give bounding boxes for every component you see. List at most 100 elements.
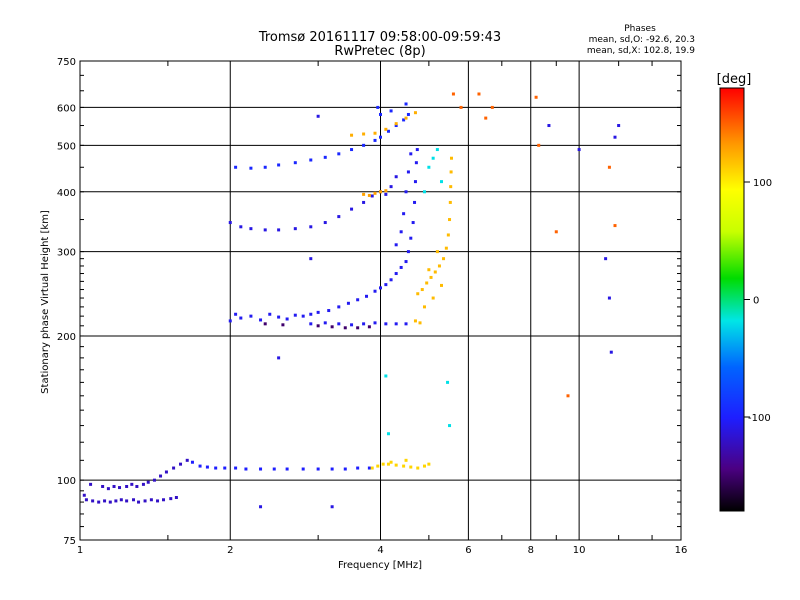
data-point [477, 92, 481, 96]
data-point [373, 321, 377, 325]
data-point [427, 268, 431, 272]
data-point [431, 156, 435, 160]
data-point [416, 466, 420, 470]
x-tick-label: 6 [465, 545, 471, 556]
data-point [404, 190, 408, 194]
data-point [413, 319, 417, 323]
data-point [244, 467, 248, 471]
data-point [330, 467, 334, 471]
data-point [367, 193, 371, 197]
data-point [285, 467, 289, 471]
data-point [89, 482, 93, 486]
data-point [440, 283, 444, 287]
data-point [384, 189, 388, 193]
data-point [162, 498, 166, 502]
data-point [406, 112, 410, 116]
data-point [613, 224, 617, 228]
data-point [356, 466, 360, 470]
gridlines [80, 61, 681, 540]
data-point [249, 227, 253, 231]
data-point [125, 484, 129, 488]
data-point [386, 432, 390, 436]
data-point [399, 230, 403, 234]
data-point [448, 218, 452, 222]
data-point [446, 380, 450, 384]
data-point [415, 148, 419, 152]
y-tick-label: 300 [57, 248, 76, 259]
data-point [613, 135, 617, 139]
data-point [414, 161, 418, 165]
data-point [259, 467, 263, 471]
data-point [394, 272, 398, 276]
y-tick-label: 75 [63, 536, 76, 547]
data-point [323, 321, 327, 325]
data-point [327, 309, 331, 313]
data-point [416, 292, 420, 296]
data-point [418, 321, 422, 325]
data-point [316, 114, 320, 118]
x-tick-label: 8 [528, 545, 534, 556]
data-point [174, 495, 178, 499]
data-point [350, 207, 354, 211]
data-point [449, 185, 453, 189]
data-point [389, 460, 393, 464]
data-point [249, 166, 253, 170]
phase-stats-o: mean, sd,O: -92.6, 20.3 [589, 35, 695, 45]
data-point [402, 464, 406, 468]
data-point [449, 170, 453, 174]
data-point [337, 152, 341, 156]
data-point [437, 264, 441, 268]
data-point [386, 129, 390, 133]
y-tick-label: 400 [57, 188, 76, 199]
data-point [112, 484, 116, 488]
data-point [301, 314, 305, 318]
data-point [301, 467, 305, 471]
data-point [343, 467, 347, 471]
data-point [617, 124, 621, 128]
data-point [103, 499, 107, 503]
data-point [309, 322, 313, 326]
data-point [137, 500, 141, 504]
data-point [386, 462, 390, 466]
data-point [323, 221, 327, 225]
data-point [389, 109, 393, 113]
data-point [108, 500, 112, 504]
data-point [406, 250, 410, 254]
data-point [362, 143, 366, 147]
data-point [141, 482, 145, 486]
data-point [277, 163, 281, 167]
data-point [448, 200, 452, 204]
data-point [125, 499, 129, 503]
data-point [404, 116, 408, 120]
data-point [373, 131, 377, 135]
data-point [337, 322, 341, 326]
data-point [435, 148, 439, 152]
data-point [413, 200, 417, 204]
data-point [411, 221, 415, 225]
data-point [330, 325, 334, 329]
data-point [409, 465, 413, 469]
chart-title: Tromsø 20161117 09:58:00-09:59:43 [258, 30, 501, 45]
data-point [172, 466, 176, 470]
colorbar [719, 87, 745, 512]
data-point [422, 305, 426, 309]
data-point [404, 102, 408, 106]
data-point [394, 175, 398, 179]
data-point [97, 500, 101, 504]
data-point [394, 243, 398, 247]
data-point [440, 180, 444, 184]
x-tick-label: 10 [573, 545, 586, 556]
data-point [119, 498, 123, 502]
colorbar-ticks: 100 0 -100 [744, 178, 772, 424]
y-tick-label: 600 [57, 103, 76, 114]
data-point [259, 318, 263, 322]
data-point [448, 424, 452, 428]
data-point [367, 325, 371, 329]
data-point [484, 116, 488, 120]
data-point [101, 484, 105, 488]
data-point [490, 105, 494, 109]
data-point [234, 466, 238, 470]
data-point [239, 316, 243, 320]
data-point [384, 322, 388, 326]
